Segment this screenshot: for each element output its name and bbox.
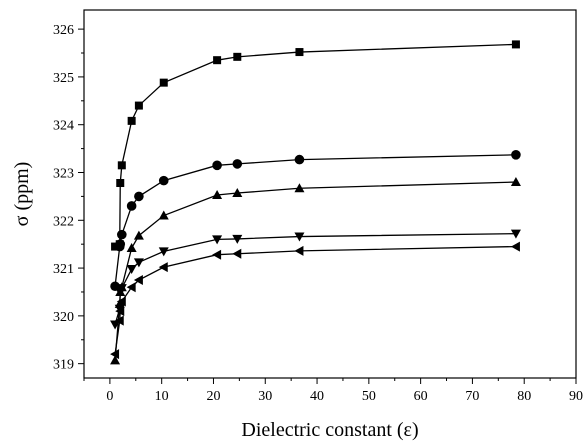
x-tick-label: 50 — [362, 389, 376, 404]
square-marker — [117, 161, 126, 170]
y-tick-label: 322 — [53, 214, 74, 229]
triangle-up-marker — [232, 188, 243, 198]
y-tick-label: 321 — [53, 262, 74, 277]
circle-marker — [212, 160, 222, 171]
x-tick-label: 90 — [569, 389, 583, 404]
circle-marker — [158, 175, 169, 186]
triangle-left-marker — [510, 241, 520, 252]
square-marker — [511, 40, 520, 49]
series-line — [114, 181, 516, 361]
triangle-up-marker — [294, 183, 305, 193]
triangle-down-marker — [158, 247, 169, 257]
y-tick-label: 319 — [53, 358, 74, 373]
circle-marker — [232, 159, 243, 169]
circle-marker — [126, 201, 137, 211]
triangle-down-marker — [212, 235, 223, 245]
triangle-up-marker — [510, 177, 521, 187]
circle-marker — [115, 239, 126, 249]
x-tick-label: 10 — [155, 389, 169, 404]
axes: 0 10 20 30 40 50 60 70 80 90 319 320 321 322 323 324 325… — [53, 9, 583, 404]
triangle-down-marker — [232, 234, 243, 244]
y-tick-label: 324 — [53, 119, 74, 134]
y-tick-label: 320 — [53, 310, 74, 325]
triangle-left-marker — [158, 262, 168, 273]
x-tick-label: 0 — [106, 389, 113, 404]
y-tick-label: 325 — [53, 71, 74, 86]
circle-marker — [294, 154, 305, 165]
square-marker — [134, 101, 143, 110]
series-layer — [110, 40, 521, 365]
y-tick-label: 323 — [53, 166, 74, 181]
square-marker — [233, 52, 242, 61]
triangle-left-marker — [110, 349, 120, 360]
triangle-up-marker — [158, 210, 169, 220]
triangle-left-marker — [133, 275, 143, 286]
series-line — [114, 43, 516, 248]
x-tick-label: 40 — [310, 389, 324, 404]
triangle-up-marker — [110, 355, 121, 365]
circle-marker — [117, 229, 127, 240]
triangle-left-marker — [126, 282, 136, 293]
triangle-down-marker — [510, 229, 521, 239]
y-axis-title: σ (ppm) — [11, 162, 33, 227]
x-tick-label: 20 — [206, 389, 220, 404]
square-marker — [213, 56, 222, 65]
triangle-down-marker — [110, 320, 121, 330]
triangle-left-marker — [116, 296, 126, 307]
triangle-left-marker — [114, 315, 124, 326]
triangle-up-marker — [212, 189, 223, 199]
x-tick-label: 70 — [465, 389, 479, 404]
triangle-up-marker — [133, 230, 144, 240]
circle-marker — [134, 191, 144, 202]
triangle-down-marker — [126, 265, 137, 275]
series-triangle-left — [110, 241, 520, 360]
square-marker — [116, 179, 125, 188]
triangle-left-marker — [232, 248, 242, 259]
triangle-up-marker — [126, 243, 137, 253]
square-marker — [159, 78, 168, 87]
triangle-left-marker — [212, 249, 222, 260]
x-tick-label: 30 — [258, 389, 272, 404]
x-tick-label: 60 — [414, 389, 428, 404]
square-marker — [295, 48, 304, 57]
triangle-down-marker — [116, 284, 127, 294]
x-tick-label: 80 — [517, 389, 531, 404]
series-line — [114, 245, 516, 355]
series-triangle-up — [110, 177, 521, 365]
x-axis-title: Dielectric constant (ε) — [241, 419, 418, 441]
series-circle — [110, 150, 521, 292]
plot-frame — [83, 9, 577, 379]
triangle-left-marker — [294, 245, 304, 256]
series-line — [114, 154, 516, 287]
triangle-left-marker — [115, 306, 125, 317]
series-triangle-down — [110, 229, 521, 330]
series-square — [111, 40, 520, 251]
y-tick-label: 326 — [53, 23, 74, 38]
circle-marker — [511, 150, 521, 160]
square-marker — [127, 116, 136, 125]
triangle-down-marker — [294, 232, 305, 242]
triangle-down-marker — [133, 258, 144, 268]
